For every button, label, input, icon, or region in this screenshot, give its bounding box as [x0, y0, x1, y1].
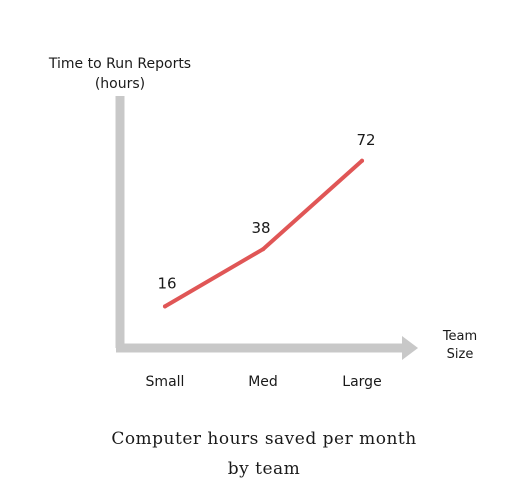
data-point: [261, 247, 265, 252]
line-chart: Time to Run Reports (hours) Team Size Sm…: [48, 56, 477, 390]
caption-line2: by team: [227, 459, 301, 479]
data-point: [360, 158, 364, 163]
chart-caption: Computer hours saved per month by team: [0, 424, 528, 484]
x-axis-label-line1: Team: [442, 329, 477, 344]
series-group: [163, 158, 364, 309]
x-axis-label-line2: Size: [447, 347, 474, 362]
x-tick-label: Large: [342, 374, 381, 390]
data-label: 72: [356, 131, 375, 149]
x-axis-arrowhead: [402, 336, 418, 360]
data-point: [163, 304, 167, 309]
y-axis-label-line2: (hours): [95, 76, 145, 92]
caption-line1: Computer hours saved per month: [111, 429, 417, 449]
x-tick-label: Small: [146, 374, 185, 390]
data-labels: 16 38 72: [157, 131, 375, 293]
axes: [115, 96, 418, 360]
data-label: 38: [251, 219, 270, 237]
data-label: 16: [157, 274, 176, 292]
y-axis-label-line1: Time to Run Reports: [48, 56, 191, 72]
x-tick-label: Med: [248, 374, 278, 390]
x-tick-labels: Small Med Large: [146, 374, 382, 390]
